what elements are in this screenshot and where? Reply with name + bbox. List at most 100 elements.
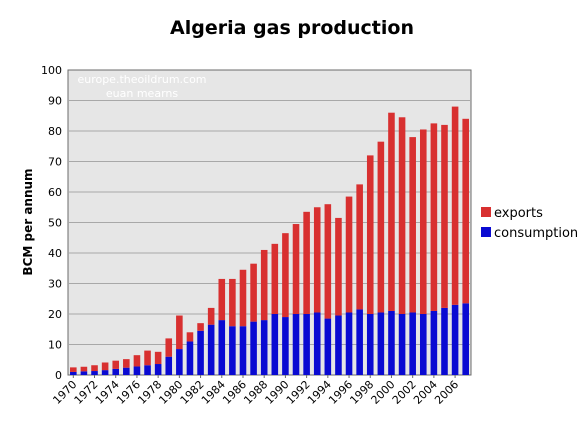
x-tick-label: 1992 [284,378,313,407]
bar-exports-1981 [186,332,194,342]
bar-consumption-1997 [356,309,363,375]
bar-consumption-1998 [366,314,374,375]
x-tick-label: 1998 [347,378,376,407]
bar-exports-1988 [260,249,268,321]
y-tick-label: 40 [48,247,62,260]
x-tick-label: 1996 [326,378,355,407]
bar-consumption-1999 [377,312,385,375]
bar-consumption-1994 [324,318,332,375]
bar-consumption-1995 [335,315,342,375]
bar-consumption-1990 [282,317,289,375]
y-axis-label: BCM per annum [21,168,35,275]
y-tick-label: 60 [48,186,62,199]
bar-consumption-2007 [462,303,469,375]
bar-consumption-1980 [176,349,183,375]
x-tick-label: 2006 [432,378,461,407]
bar-exports-1970 [70,367,77,372]
bar-exports-2006 [451,106,459,305]
bar-exports-1996 [345,196,353,313]
legend-label-exports: exports [494,206,543,221]
legend: exports consumption [481,206,578,241]
bar-exports-1987 [250,263,257,322]
y-tick-label: 50 [48,217,62,230]
watermark-line-2: euan mearns [106,87,178,100]
x-tick-label: 1982 [178,378,207,407]
bar-exports-1993 [313,207,321,313]
bar-exports-1999 [377,141,385,313]
bar-exports-1982 [197,323,204,331]
bar-consumption-1979 [165,356,173,375]
y-tick-label: 30 [48,278,62,291]
bar-exports-2005 [441,124,448,308]
bar-consumption-1971 [80,371,88,375]
bar-exports-2007 [462,118,469,304]
y-tick-label: 100 [41,64,62,77]
x-tick-label: 1970 [50,378,79,407]
bar-consumption-2005 [441,307,448,375]
bar-consumption-1986 [239,326,247,375]
bar-exports-1986 [239,269,247,327]
legend-swatch-exports [481,207,491,217]
legend-label-consumption: consumption [494,226,578,241]
y-tick-label: 20 [48,308,62,321]
bar-exports-1979 [165,338,173,357]
bar-exports-1992 [303,211,310,314]
y-tick-label: 70 [48,156,62,169]
bar-consumption-1974 [112,368,120,375]
y-tick-label: 80 [48,125,62,138]
bar-exports-1985 [229,278,236,327]
y-axis-ticks: 0 10 20 30 40 50 60 70 80 90 100 [41,64,62,382]
bar-exports-1997 [356,184,363,310]
bar-consumption-2004 [430,310,438,375]
bar-consumption-2003 [419,314,427,375]
x-tick-label: 1994 [305,378,334,407]
x-tick-label: 1986 [220,378,249,407]
bar-consumption-2002 [409,312,416,375]
chart-title: Algeria gas production [170,17,414,39]
x-tick-label: 2004 [411,378,440,407]
bar-exports-1984 [218,278,226,321]
bar-consumption-1996 [345,312,353,375]
y-tick-label: 10 [48,339,62,352]
bar-consumption-1991 [292,314,300,375]
bar-exports-2000 [388,112,395,311]
x-tick-label: 1984 [199,378,228,407]
bar-exports-1978 [154,351,162,365]
bar-exports-1980 [176,315,183,350]
bar-consumption-1970 [70,371,77,375]
bar-consumption-2006 [451,304,459,375]
bar-exports-1975 [123,359,130,368]
x-tick-label: 1976 [114,378,143,407]
bar-consumption-1988 [260,320,268,375]
bar-exports-1990 [282,233,289,318]
bar-exports-1973 [101,362,109,371]
bar-consumption-1985 [229,326,236,375]
y-tick-label: 0 [55,369,62,382]
x-tick-label: 1980 [156,378,185,407]
legend-swatch-consumption [481,227,491,237]
bar-exports-2003 [419,129,427,314]
bar-exports-1995 [335,217,342,316]
watermark-line-1: europe.theoildrum.com [77,73,206,86]
bar-exports-2004 [430,123,438,311]
bar-exports-1983 [207,307,215,325]
bar-consumption-1978 [154,364,162,375]
y-tick-label: 90 [48,95,62,108]
bar-consumption-1983 [207,324,215,375]
x-tick-label: 1974 [93,378,122,407]
bar-exports-1976 [133,355,141,367]
bar-exports-1974 [112,360,120,369]
bar-consumption-1973 [101,370,109,375]
x-tick-label: 2002 [390,378,419,407]
x-tick-label: 1972 [72,378,101,407]
x-tick-label: 1988 [241,378,270,407]
bar-exports-1977 [144,350,151,366]
bar-consumption-1976 [133,366,141,375]
bar-consumption-1982 [197,330,204,375]
bar-exports-1998 [366,155,374,314]
x-tick-label: 2000 [369,378,398,407]
bar-exports-1994 [324,204,332,319]
x-tick-label: 1978 [135,378,164,407]
